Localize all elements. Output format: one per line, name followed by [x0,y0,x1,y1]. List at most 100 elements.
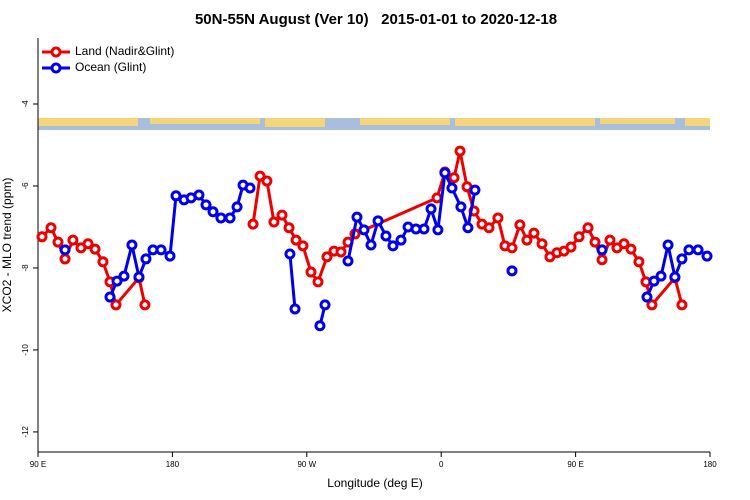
data-point [276,209,288,221]
data-point [89,243,101,255]
data-point [284,248,296,260]
data-point [335,246,347,258]
data-point [431,192,443,204]
data-point [365,239,377,251]
series-line [288,253,297,310]
data-point [596,254,608,266]
data-point [596,244,608,256]
data-point [701,250,713,262]
data-point [683,244,695,256]
data-point [395,234,407,246]
x-tick-label: 90 W [297,460,316,469]
data-point [268,216,280,228]
data-point [193,189,205,201]
data-point [254,170,266,182]
data-point [625,243,637,255]
data-point [155,244,167,256]
data-point [36,231,48,243]
y-tick-label: -4 [21,100,30,108]
data-point [669,271,681,283]
data-point [676,253,688,265]
data-point [289,303,301,315]
data-point [261,175,273,187]
data-point [321,251,333,263]
data-point [455,201,467,213]
chart-title: 50N-55N August (Ver 10) 2015-01-01 to 20… [195,11,557,28]
x-tick-label: 180 [703,460,717,469]
data-point [521,234,533,246]
data-point [582,222,594,234]
data-point [633,256,645,268]
legend-marker [50,46,62,58]
data-point [351,211,363,223]
data-point [305,266,317,278]
x-tick-label: 90 E [30,460,46,469]
data-point [314,320,326,332]
data-point [104,291,116,303]
legend-marker [50,62,62,74]
x-axis-label: Longitude (deg E) [327,476,422,490]
data-point [358,224,370,236]
data-point [641,291,653,303]
x-tick-label: 0 [439,460,444,469]
data-point [247,218,259,230]
data-point [164,250,176,262]
data-point [126,239,138,251]
data-point [425,203,437,215]
data-point [514,219,526,231]
data-point [506,265,518,277]
x-tick-label: 90 E [567,460,583,469]
data-point [676,299,688,311]
y-tick-label: -10 [21,344,30,356]
data-point [170,190,182,202]
data-point [140,253,152,265]
data-point [655,270,667,282]
data-point [372,215,384,227]
data-point [97,256,109,268]
legend-label: Land (Nadir&Glint) [75,44,174,58]
data-point [462,222,474,234]
data-point [589,236,601,248]
data-point [432,224,444,236]
data-point [604,234,616,246]
data-point [59,253,71,265]
data-point [59,244,71,256]
data-point [290,234,302,246]
data-point [439,167,451,179]
data-point [618,238,630,250]
data-point [82,238,94,250]
data-point [565,241,577,253]
data-point [231,201,243,213]
y-tick-label: -12 [21,426,30,438]
data-point [454,145,466,157]
data-point [646,299,658,311]
data-point [133,271,145,283]
data-point [297,240,309,252]
data-point [207,206,219,218]
data-point [448,172,460,184]
x-tick-label: 180 [166,460,180,469]
data-point [200,199,212,211]
data-point [380,230,392,242]
data-point [648,275,660,287]
data-point [118,270,130,282]
data-point [536,238,548,250]
y-axis-label: XCO2 - MLO trend (ppm) [0,178,14,313]
map-strip [38,118,710,130]
y-tick-label: -6 [21,182,30,190]
data-point [492,212,504,224]
data-point [483,222,495,234]
data-point [342,255,354,267]
data-point [387,240,399,252]
data-point [52,236,64,248]
data-point [506,242,518,254]
data-point [312,276,324,288]
data-point [418,223,430,235]
data-point [283,222,295,234]
data-point [469,184,481,196]
data-point [67,234,79,246]
data-point [446,182,458,194]
data-point [139,299,151,311]
data-point [215,212,227,224]
